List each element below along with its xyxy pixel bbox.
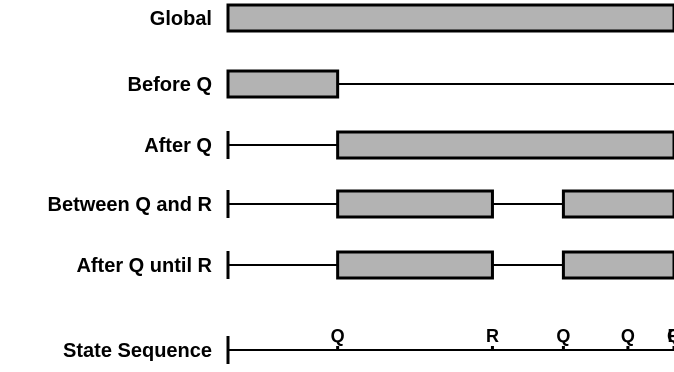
event-label-q: Q [331,326,345,346]
scope-bar-between-q-and-r-1 [336,189,494,219]
row-label-after-q-until-r: After Q until R [76,255,212,277]
row-label-between-q-and-r: Between Q and R [48,194,213,216]
event-label-q: Q [556,326,570,346]
event-label-q: Q [667,326,674,346]
row-label-after-q: After Q [144,135,212,157]
event-label-q: Q [621,326,635,346]
event-label-r: R [668,326,674,346]
state-sequence-label: State Sequence [63,340,212,362]
scope-bar-between-q-and-r-2 [561,189,674,219]
scope-bar-global-1 [226,3,674,33]
scope-bar-after-q-1 [336,130,674,160]
row-label-global: Global [150,8,212,30]
event-label-r: R [486,326,499,346]
row-label-before-q: Before Q [128,74,212,96]
scope-bar-before-q-1 [226,69,340,99]
scope-bar-after-q-until-r-1 [336,250,494,280]
scope-bar-after-q-until-r-2 [561,250,674,280]
